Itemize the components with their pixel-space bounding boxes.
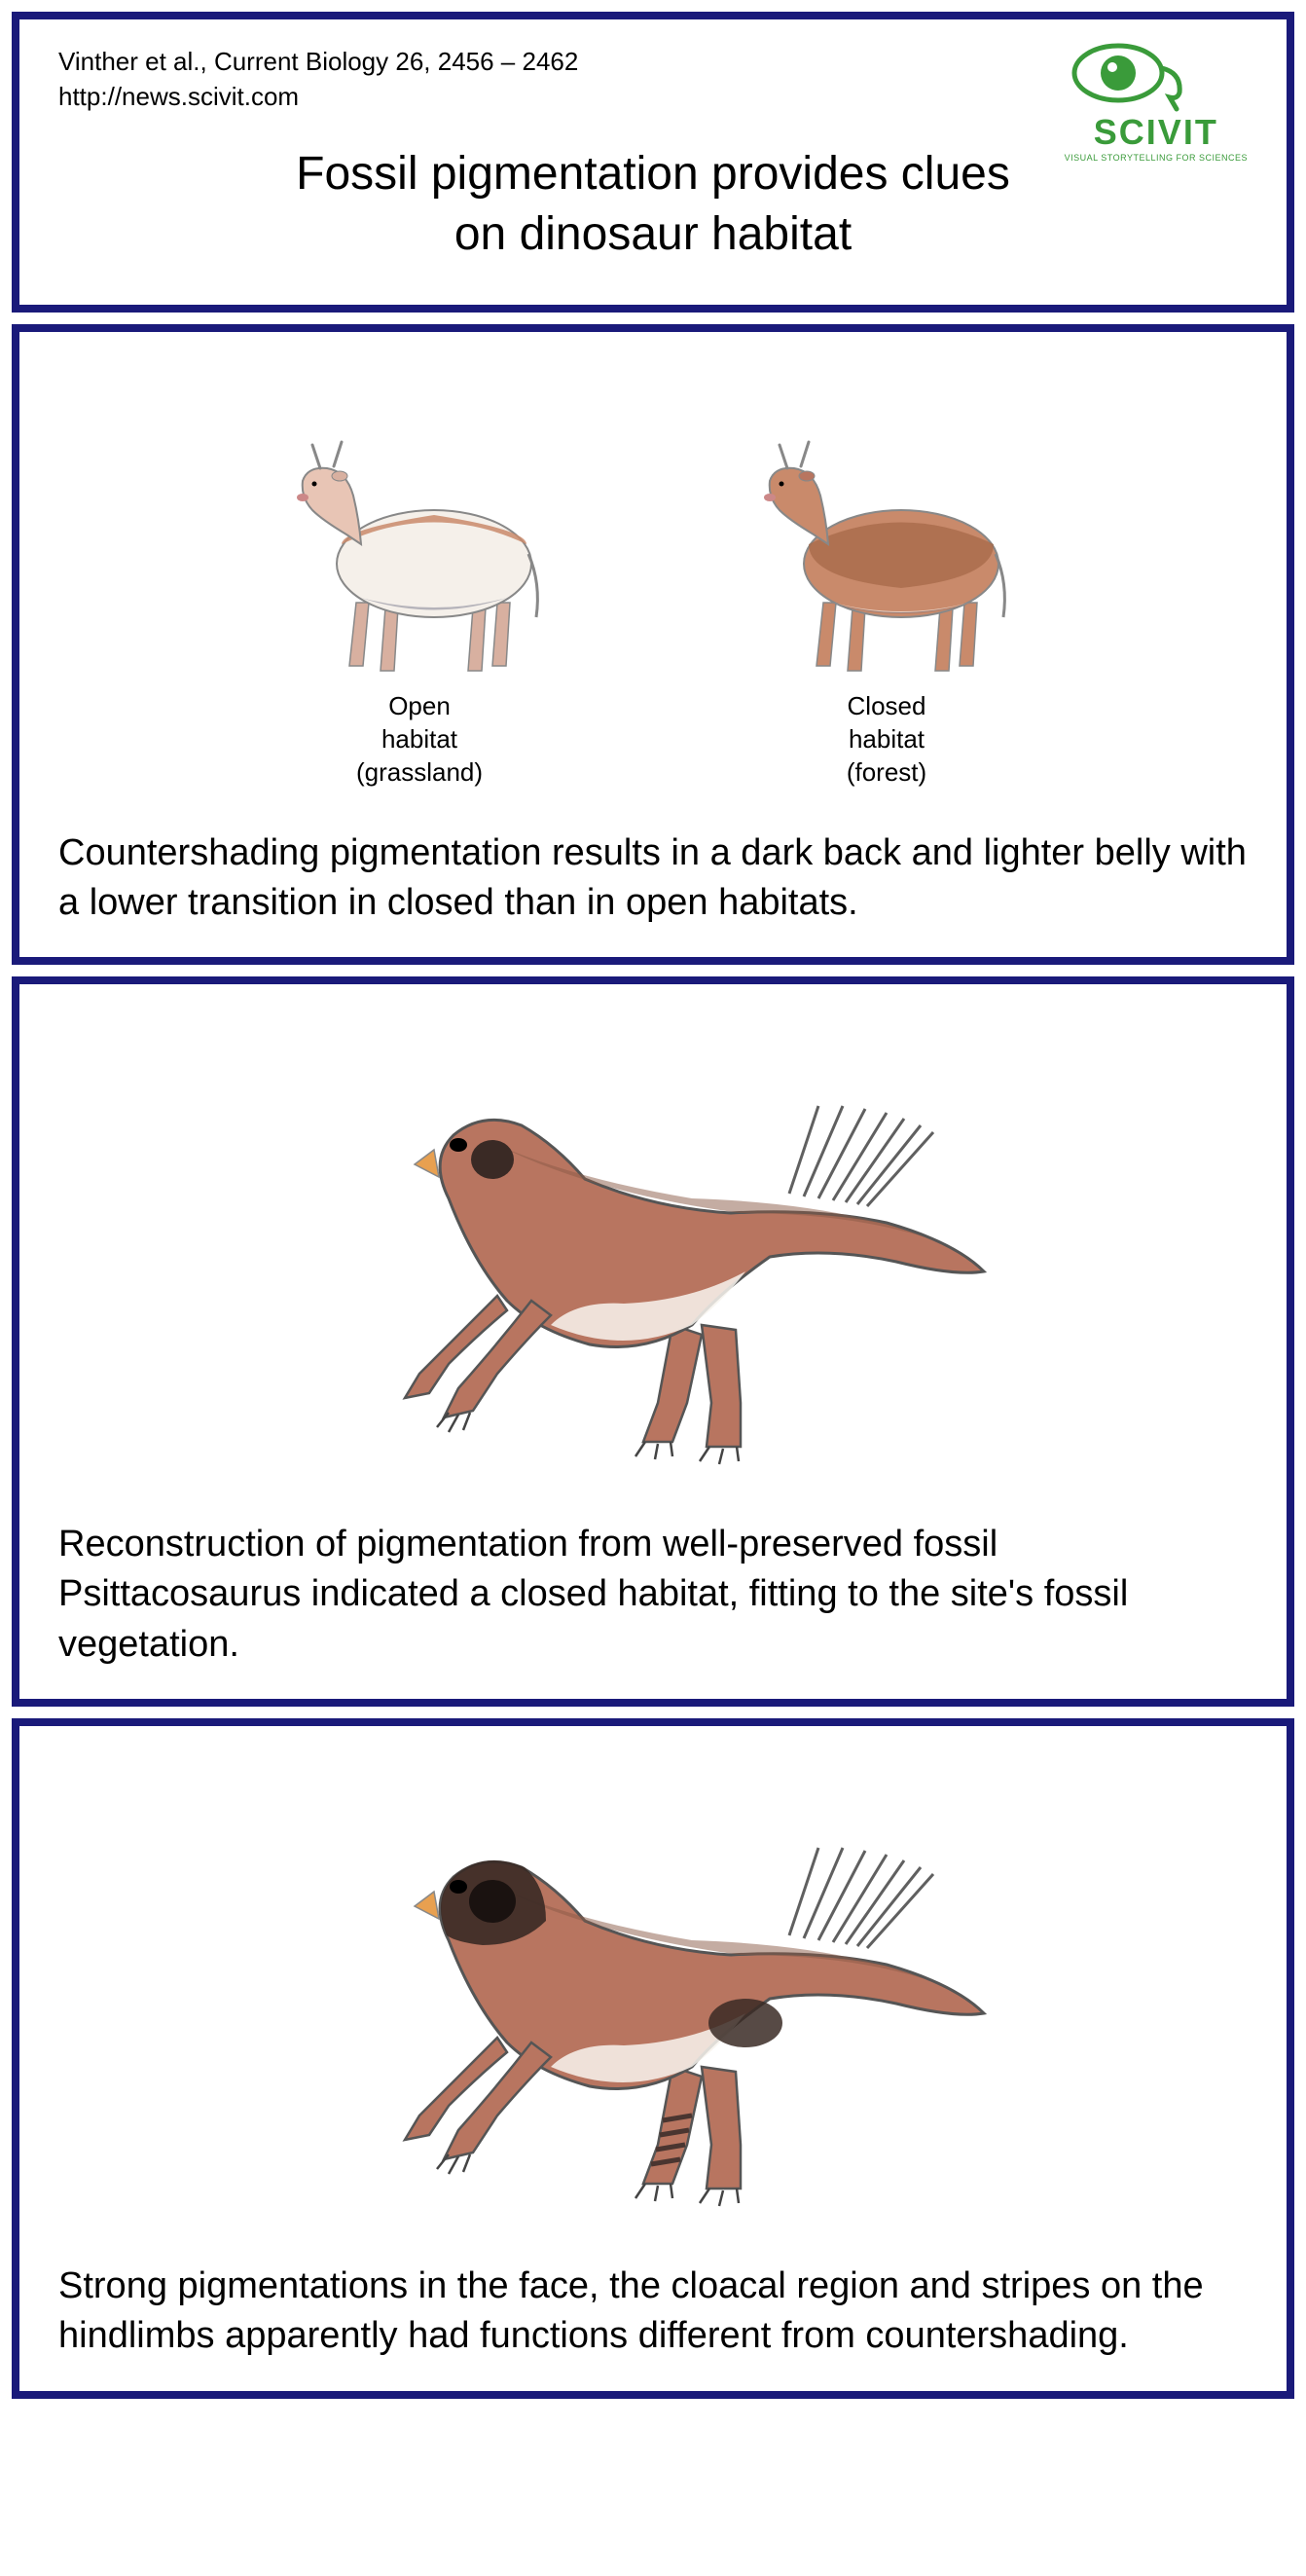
header-panel: Vinther et al., Current Biology 26, 2456…	[12, 12, 1294, 313]
cow-closed-habitat: Closed habitat (forest)	[741, 427, 1033, 789]
logo-text: SCIVIT	[1065, 112, 1248, 153]
panel3-caption: Strong pigmentations in the face, the cl…	[58, 2262, 1248, 2362]
tail-quills-2	[789, 1848, 933, 1948]
dino-figure-1	[58, 1052, 1248, 1481]
cow-open-label: Open habitat (grassland)	[273, 690, 565, 789]
dino-figure-2	[58, 1794, 1248, 2223]
panel-psittacosaurus: Reconstruction of pigmentation from well…	[12, 976, 1294, 1707]
cow-dark-illustration	[741, 427, 1033, 681]
panel-countershading: Open habitat (grassland)	[12, 324, 1294, 966]
panel-pigmentation-features: Strong pigmentations in the face, the cl…	[12, 1718, 1294, 2399]
title-line-1: Fossil pigmentation provides clues	[296, 148, 1010, 200]
cow-closed-label: Closed habitat (forest)	[741, 690, 1033, 789]
cow-light-illustration	[273, 427, 565, 681]
panel2-caption: Reconstruction of pigmentation from well…	[58, 1520, 1248, 1670]
cow-open-habitat: Open habitat (grassland)	[273, 427, 565, 789]
logo-tagline: VISUAL STORYTELLING FOR SCIENCES	[1065, 153, 1248, 163]
psittacosaurus-pigmented-illustration	[303, 1794, 1003, 2223]
infographic-container: Vinther et al., Current Biology 26, 2456…	[0, 12, 1306, 2399]
eye-icon	[1065, 39, 1191, 112]
title-line-2: on dinosaur habitat	[454, 208, 852, 260]
scivit-logo: SCIVIT VISUAL STORYTELLING FOR SCIENCES	[1065, 39, 1248, 163]
psittacosaurus-illustration	[303, 1052, 1003, 1481]
cow-figure-area: Open habitat (grassland)	[58, 420, 1248, 790]
panel1-caption: Countershading pigmentation results in a…	[58, 828, 1248, 929]
tail-quills	[789, 1106, 933, 1206]
